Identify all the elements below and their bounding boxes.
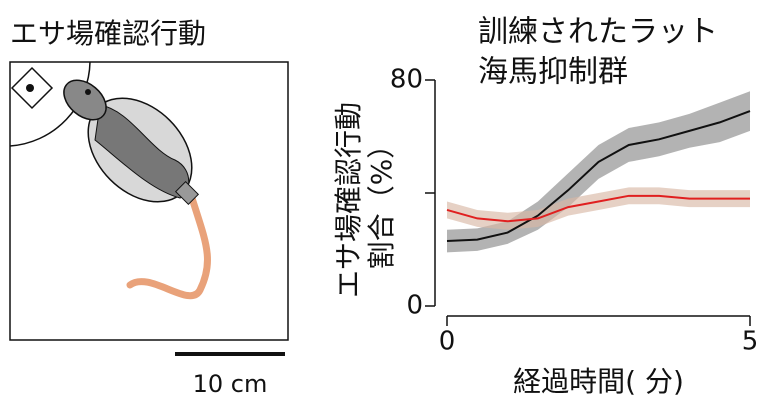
error-band [447,187,750,229]
y-tick-label: 80 [390,65,423,95]
y-axis-label: 割合（%） [365,131,398,270]
x-axis-label: 経過時間( 分) [513,365,684,398]
rat-illustration [10,62,288,340]
legend-entry: 訓練されたラット [478,15,718,50]
x-tick-label: 5 [742,327,759,357]
y-axis-label: エサ場確認行動 [332,102,365,298]
scale-bar-label: 10 cm [193,370,268,398]
legend-entry: 海馬抑制群 [478,55,628,90]
x-tick-label: 0 [439,327,456,357]
y-tick-label: 0 [406,291,423,321]
figure-title: エサ場確認行動 [10,17,206,50]
line-chart: 0 80 0 5 経過時間( 分) エサ場確認行動割合（%） 訓練されたラット海馬抑制群 [332,15,758,399]
figure: エサ場確認行動 10 cm 08005経過時間( 分)エサ場確認行動割合（%）訓… [0,0,765,401]
